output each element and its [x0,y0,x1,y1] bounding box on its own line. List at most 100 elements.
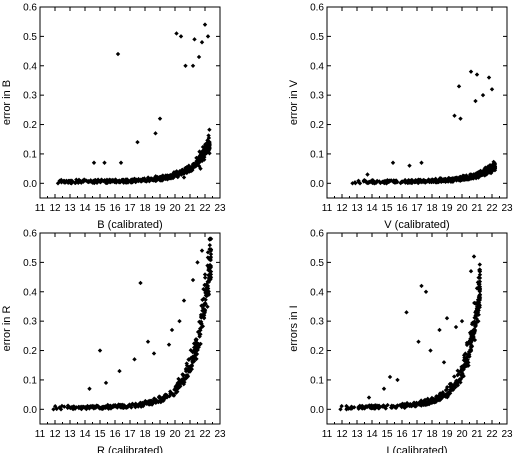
data-point [170,175,176,181]
data-point [177,381,183,387]
x-tick-label: 16 [109,429,121,440]
data-point [454,379,460,384]
data-point [174,31,179,36]
data-point [475,280,481,285]
y-tick-label: 0.3 [23,317,37,328]
data-point [92,180,97,186]
data-point [441,393,446,398]
data-point [202,272,208,277]
data-point [423,289,429,294]
y-tick-label: 0.2 [310,120,324,131]
data-point [95,177,101,182]
data-point [456,84,462,89]
data-point [198,151,204,157]
data-point [150,177,155,182]
data-point [462,355,467,360]
x-tick-label: 18 [139,203,151,214]
data-point [446,390,451,395]
data-point [449,386,454,392]
data-point [477,275,483,281]
data-point [203,301,208,306]
data-point [473,98,478,104]
data-point [138,280,143,286]
data-point [208,265,213,270]
x-tick-label: 12 [49,429,61,440]
x-tick-label: 11 [322,203,333,214]
data-point [201,313,207,318]
data-point [405,403,410,408]
data-point [477,262,482,267]
data-point [169,327,175,333]
x-tick-label: 15 [94,203,106,214]
x-tick-label: 20 [169,429,181,440]
y-tick-label: 0.2 [23,346,37,357]
data-point [184,363,190,368]
data-point [201,157,207,162]
data-point [372,406,377,411]
data-point [129,405,134,410]
data-point [173,385,178,391]
data-point [93,178,98,183]
x-tick-label: 13 [351,429,363,440]
data-point [472,327,478,333]
data-point [186,365,192,370]
data-point [474,72,480,77]
data-point [112,179,117,184]
x-tick-label: 14 [79,429,91,440]
y-tick-label: 0.3 [310,91,324,102]
data-point [419,160,424,165]
data-point [108,406,114,411]
y-tick-label: 0.3 [310,317,324,328]
data-point [67,405,73,410]
x-axis-label: I (calibrated) [386,445,447,453]
data-point [53,404,58,409]
x-tick-label: 15 [381,429,393,440]
x-tick-label: 23 [214,203,226,214]
data-point [126,403,131,408]
data-point [393,405,399,411]
data-point [206,133,211,138]
data-point [70,405,76,410]
data-point [138,177,144,182]
y-tick-label: 0.2 [310,346,324,357]
data-point [153,131,158,136]
data-point [70,179,75,184]
data-point [201,286,206,292]
data-point [178,34,184,39]
data-point [198,166,203,171]
data-point [464,358,469,363]
x-tick-label: 15 [94,429,106,440]
data-point [142,177,148,183]
data-point [208,247,214,252]
data-point [437,397,443,403]
data-point [444,387,450,392]
data-point [117,368,122,374]
data-point [426,401,432,407]
data-point [166,342,172,347]
data-point [444,316,450,321]
data-point [124,177,129,183]
data-point [179,169,184,174]
data-point [191,161,196,167]
data-point [159,397,164,402]
data-point [107,177,112,182]
plot-frame [326,6,508,199]
y-tick-label: 0.6 [23,3,37,14]
data-point [168,389,173,394]
data-point [64,178,69,184]
x-tick-label: 22 [486,203,498,214]
data-point [353,180,358,186]
data-point [188,355,194,361]
data-point [121,180,126,185]
data-point [152,175,158,181]
data-point [463,351,468,356]
data-point [377,179,382,184]
data-point [477,295,483,301]
y-tick-label: 0.1 [23,149,37,160]
data-point [177,318,182,324]
data-point [146,177,151,183]
data-point [468,69,474,74]
data-point [102,177,107,183]
x-axis-label: B (calibrated) [97,219,162,231]
data-point [376,406,382,411]
